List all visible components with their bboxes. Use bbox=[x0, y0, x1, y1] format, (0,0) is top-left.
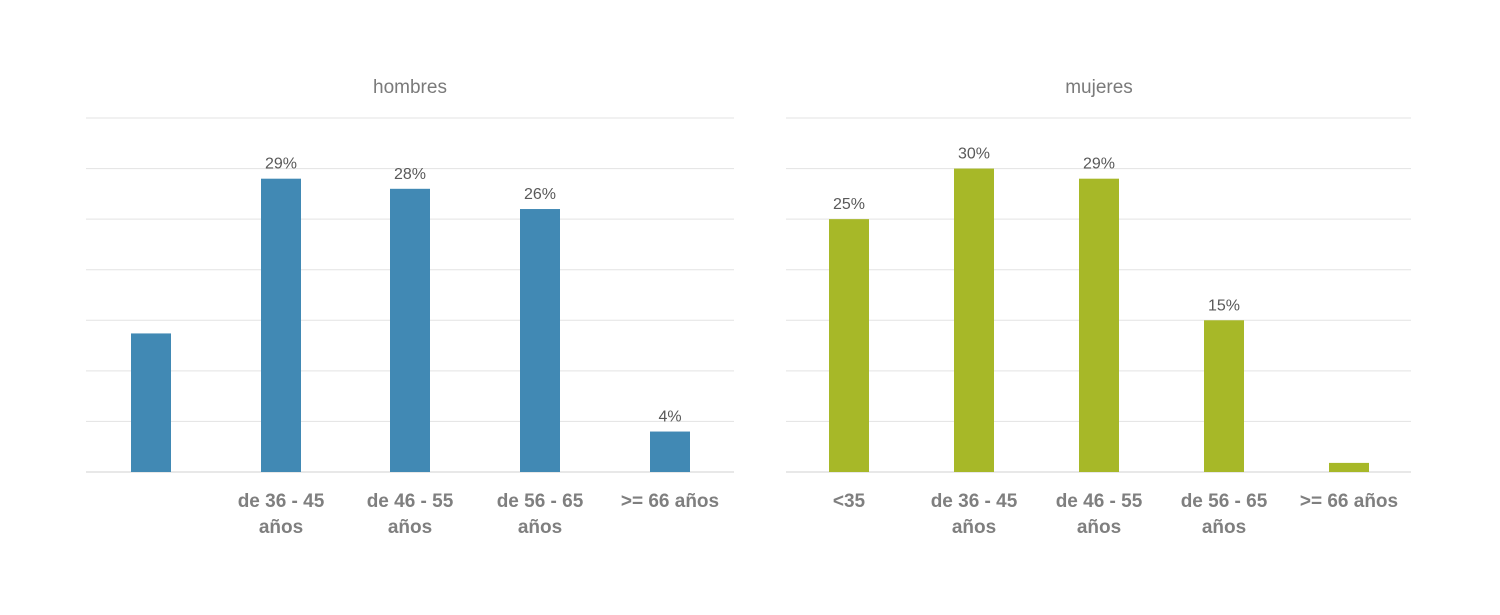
data-label: 29% bbox=[1083, 156, 1115, 173]
category-label: de 56 - 65 bbox=[1181, 491, 1268, 512]
category-label: >= 66 años bbox=[1300, 491, 1398, 512]
data-label: 26% bbox=[524, 186, 556, 203]
bar-hombres-2 bbox=[390, 188, 430, 473]
data-label: 29% bbox=[265, 156, 297, 173]
bar-mujeres-2 bbox=[1079, 178, 1119, 472]
category-label: de 36 - 45 bbox=[238, 491, 325, 512]
bar-mujeres-0 bbox=[829, 219, 869, 472]
bar-mujeres-4 bbox=[1329, 462, 1369, 472]
category-label: >= 66 años bbox=[621, 491, 719, 512]
chart-title-mujeres: mujeres bbox=[1065, 77, 1133, 98]
category-label: años bbox=[518, 517, 562, 538]
category-label: años bbox=[1202, 517, 1246, 538]
data-label: 25% bbox=[833, 196, 865, 213]
chart-panel-hombres: hombres 29% 28% 26% 4% de 36 - 45 años de 46 … bbox=[86, 77, 734, 538]
bar-mujeres-3 bbox=[1204, 320, 1244, 472]
bar-hombres-4 bbox=[650, 431, 690, 472]
bar-mujeres-1 bbox=[954, 168, 994, 473]
category-label: de 46 - 55 bbox=[367, 491, 454, 512]
data-label: 30% bbox=[958, 146, 990, 163]
category-label: años bbox=[388, 517, 432, 538]
bar-hombres-3 bbox=[520, 209, 560, 472]
bar-hombres-0 bbox=[131, 333, 171, 472]
category-label: años bbox=[1077, 517, 1121, 538]
data-label: 15% bbox=[1208, 297, 1240, 314]
chart-title-hombres: hombres bbox=[373, 77, 447, 98]
data-label: 28% bbox=[394, 166, 426, 183]
category-label: años bbox=[259, 517, 303, 538]
category-label: de 56 - 65 bbox=[497, 491, 584, 512]
category-label: <35 bbox=[833, 491, 866, 512]
category-label: de 36 - 45 bbox=[931, 491, 1018, 512]
bar-hombres-1 bbox=[261, 178, 301, 472]
data-label: 4% bbox=[658, 409, 681, 426]
category-label: de 46 - 55 bbox=[1056, 491, 1143, 512]
category-label: años bbox=[952, 517, 996, 538]
chart-panel-mujeres: mujeres 25% 30% 29% 15% <35 de 36 - 45 años de… bbox=[786, 77, 1411, 538]
